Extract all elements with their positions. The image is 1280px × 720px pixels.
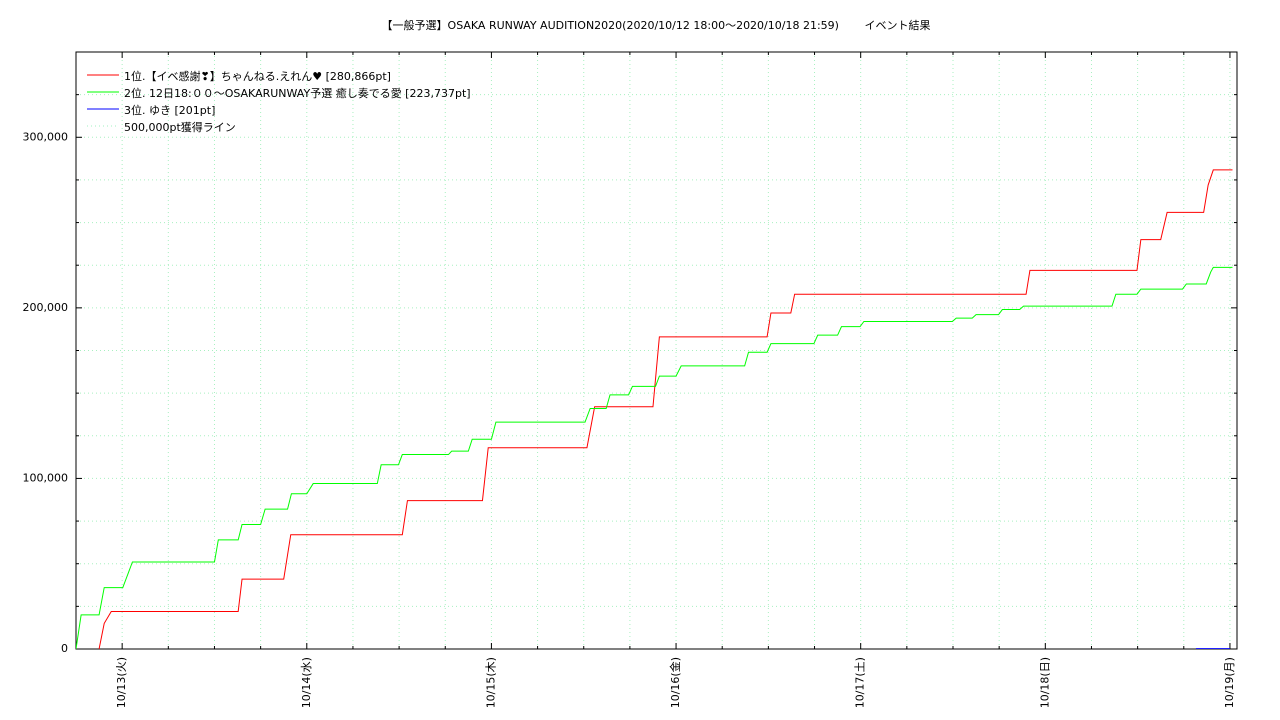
series-line xyxy=(98,169,1233,649)
x-tick-label: 10/16(金) xyxy=(668,657,682,708)
y-tick-label: 100,000 xyxy=(23,471,69,484)
legend-label: 2位. 12日18:００〜OSAKARUNWAY予選 癒し奏でる愛 [223,7… xyxy=(124,86,471,100)
x-tick-label: 10/18(日) xyxy=(1038,657,1051,708)
legend-label: 1位.【イベ感謝❣】ちゃんねる.えれん♥ [280,866pt] xyxy=(124,69,391,83)
y-tick-label: 300,000 xyxy=(23,130,69,143)
x-tick-label: 10/15(木) xyxy=(484,657,497,708)
plot-area xyxy=(76,169,1233,649)
y-tick-label: 0 xyxy=(61,642,68,655)
x-tick-label: 10/14(水) xyxy=(300,657,313,708)
series-line xyxy=(76,266,1233,649)
plot-frame xyxy=(75,51,1238,650)
x-tick-label: 10/19(月) xyxy=(1223,657,1236,708)
legend-label: 500,000pt獲得ライン xyxy=(124,121,236,134)
x-tick-label: 10/17(土) xyxy=(854,657,867,708)
y-tick-label: 200,000 xyxy=(23,301,69,314)
chart-title: 【一般予選】OSAKA RUNWAY AUDITION2020(2020/10/… xyxy=(382,18,931,32)
x-tick-label: 10/13(火) xyxy=(115,657,128,708)
legend-label: 3位. ゆき [201pt] xyxy=(124,103,215,117)
